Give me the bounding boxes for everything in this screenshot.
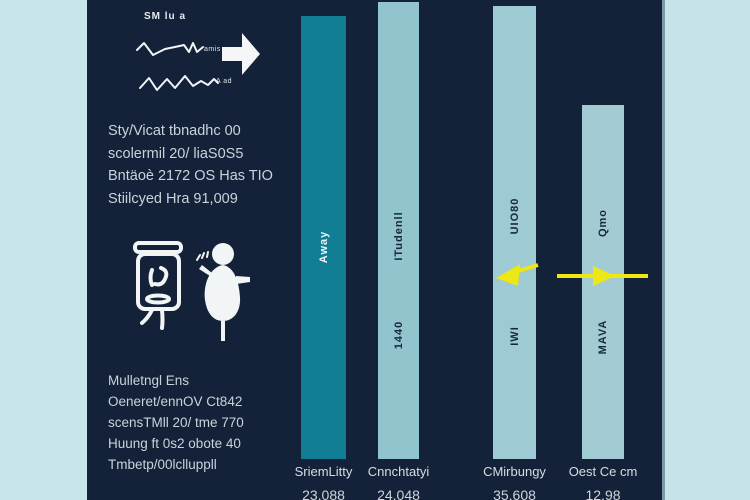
main-canvas: SM lu a amis A ad Sty/Vicat tbnadhc 00 s… [87, 0, 662, 500]
bar-category-label: Cnnchtatyi [367, 464, 430, 479]
lower-text-block: Mulletngl Ens Oeneret/ennOV Ct842 scensT… [108, 370, 244, 475]
lower-text-line: Oeneret/ennOV Ct842 [108, 394, 243, 409]
bar-category-label: Oest Ce cm [568, 464, 638, 479]
bar-category-label: SriemLitty [294, 464, 353, 479]
upper-text-line: Sty/Vicat tbnadhc 00 [108, 123, 241, 139]
lower-text-line: Huung ft 0s2 obote 40 [108, 436, 241, 451]
upper-text-line: scolermil 20/ liaS0S5 [108, 145, 244, 162]
jar-icon [128, 240, 190, 340]
bar-lower-label: MAVA [597, 319, 609, 355]
bar-3 [493, 6, 536, 459]
bar-value-label: 35,608 [493, 487, 536, 500]
bar-2 [378, 2, 419, 459]
bar-lower-label: 1440 [392, 320, 405, 350]
left-border-panel [0, 0, 87, 500]
trend-line-1-caption: amis [204, 46, 221, 53]
lower-text-line: scensTMll 20/ tme 770 [108, 415, 244, 430]
bar-upper-label: Away [317, 230, 330, 264]
lower-text-line: Mulletngl Ens [108, 373, 190, 388]
big-right-arrow-icon [222, 33, 260, 75]
bar-category-label: CMirbungy [483, 464, 546, 479]
bar-upper-label: UIO80 [508, 197, 521, 235]
trend-line-1-icon [136, 42, 204, 56]
bar-value-label: 12,98 [585, 487, 621, 500]
trend-title: SM lu a [144, 11, 187, 22]
bar-upper-label: Qmo [597, 208, 609, 238]
bar-1 [301, 16, 346, 459]
upper-text-block: Sty/Vicat tbnadhc 00 scolermil 20/ liaS0… [108, 120, 273, 210]
person-icon [192, 242, 250, 347]
bar-upper-label: ITudenll [392, 211, 405, 261]
bar-lower-label: IWI [508, 326, 521, 346]
trend-line-2-icon [139, 75, 219, 91]
trend-line-2-caption: A ad [216, 78, 233, 85]
upper-text-line: Bntäoè 2172 OS Has TIO [108, 168, 273, 184]
right-border-panel [662, 0, 750, 500]
bar-value-label: 23,088 [302, 487, 345, 500]
bar-4 [582, 105, 624, 459]
lower-text-line: Tmbetp/00lclluppll [108, 457, 217, 472]
upper-text-line: Stiilcyed Hra 91,009 [108, 190, 238, 207]
bar-value-label: 24,048 [377, 487, 420, 500]
